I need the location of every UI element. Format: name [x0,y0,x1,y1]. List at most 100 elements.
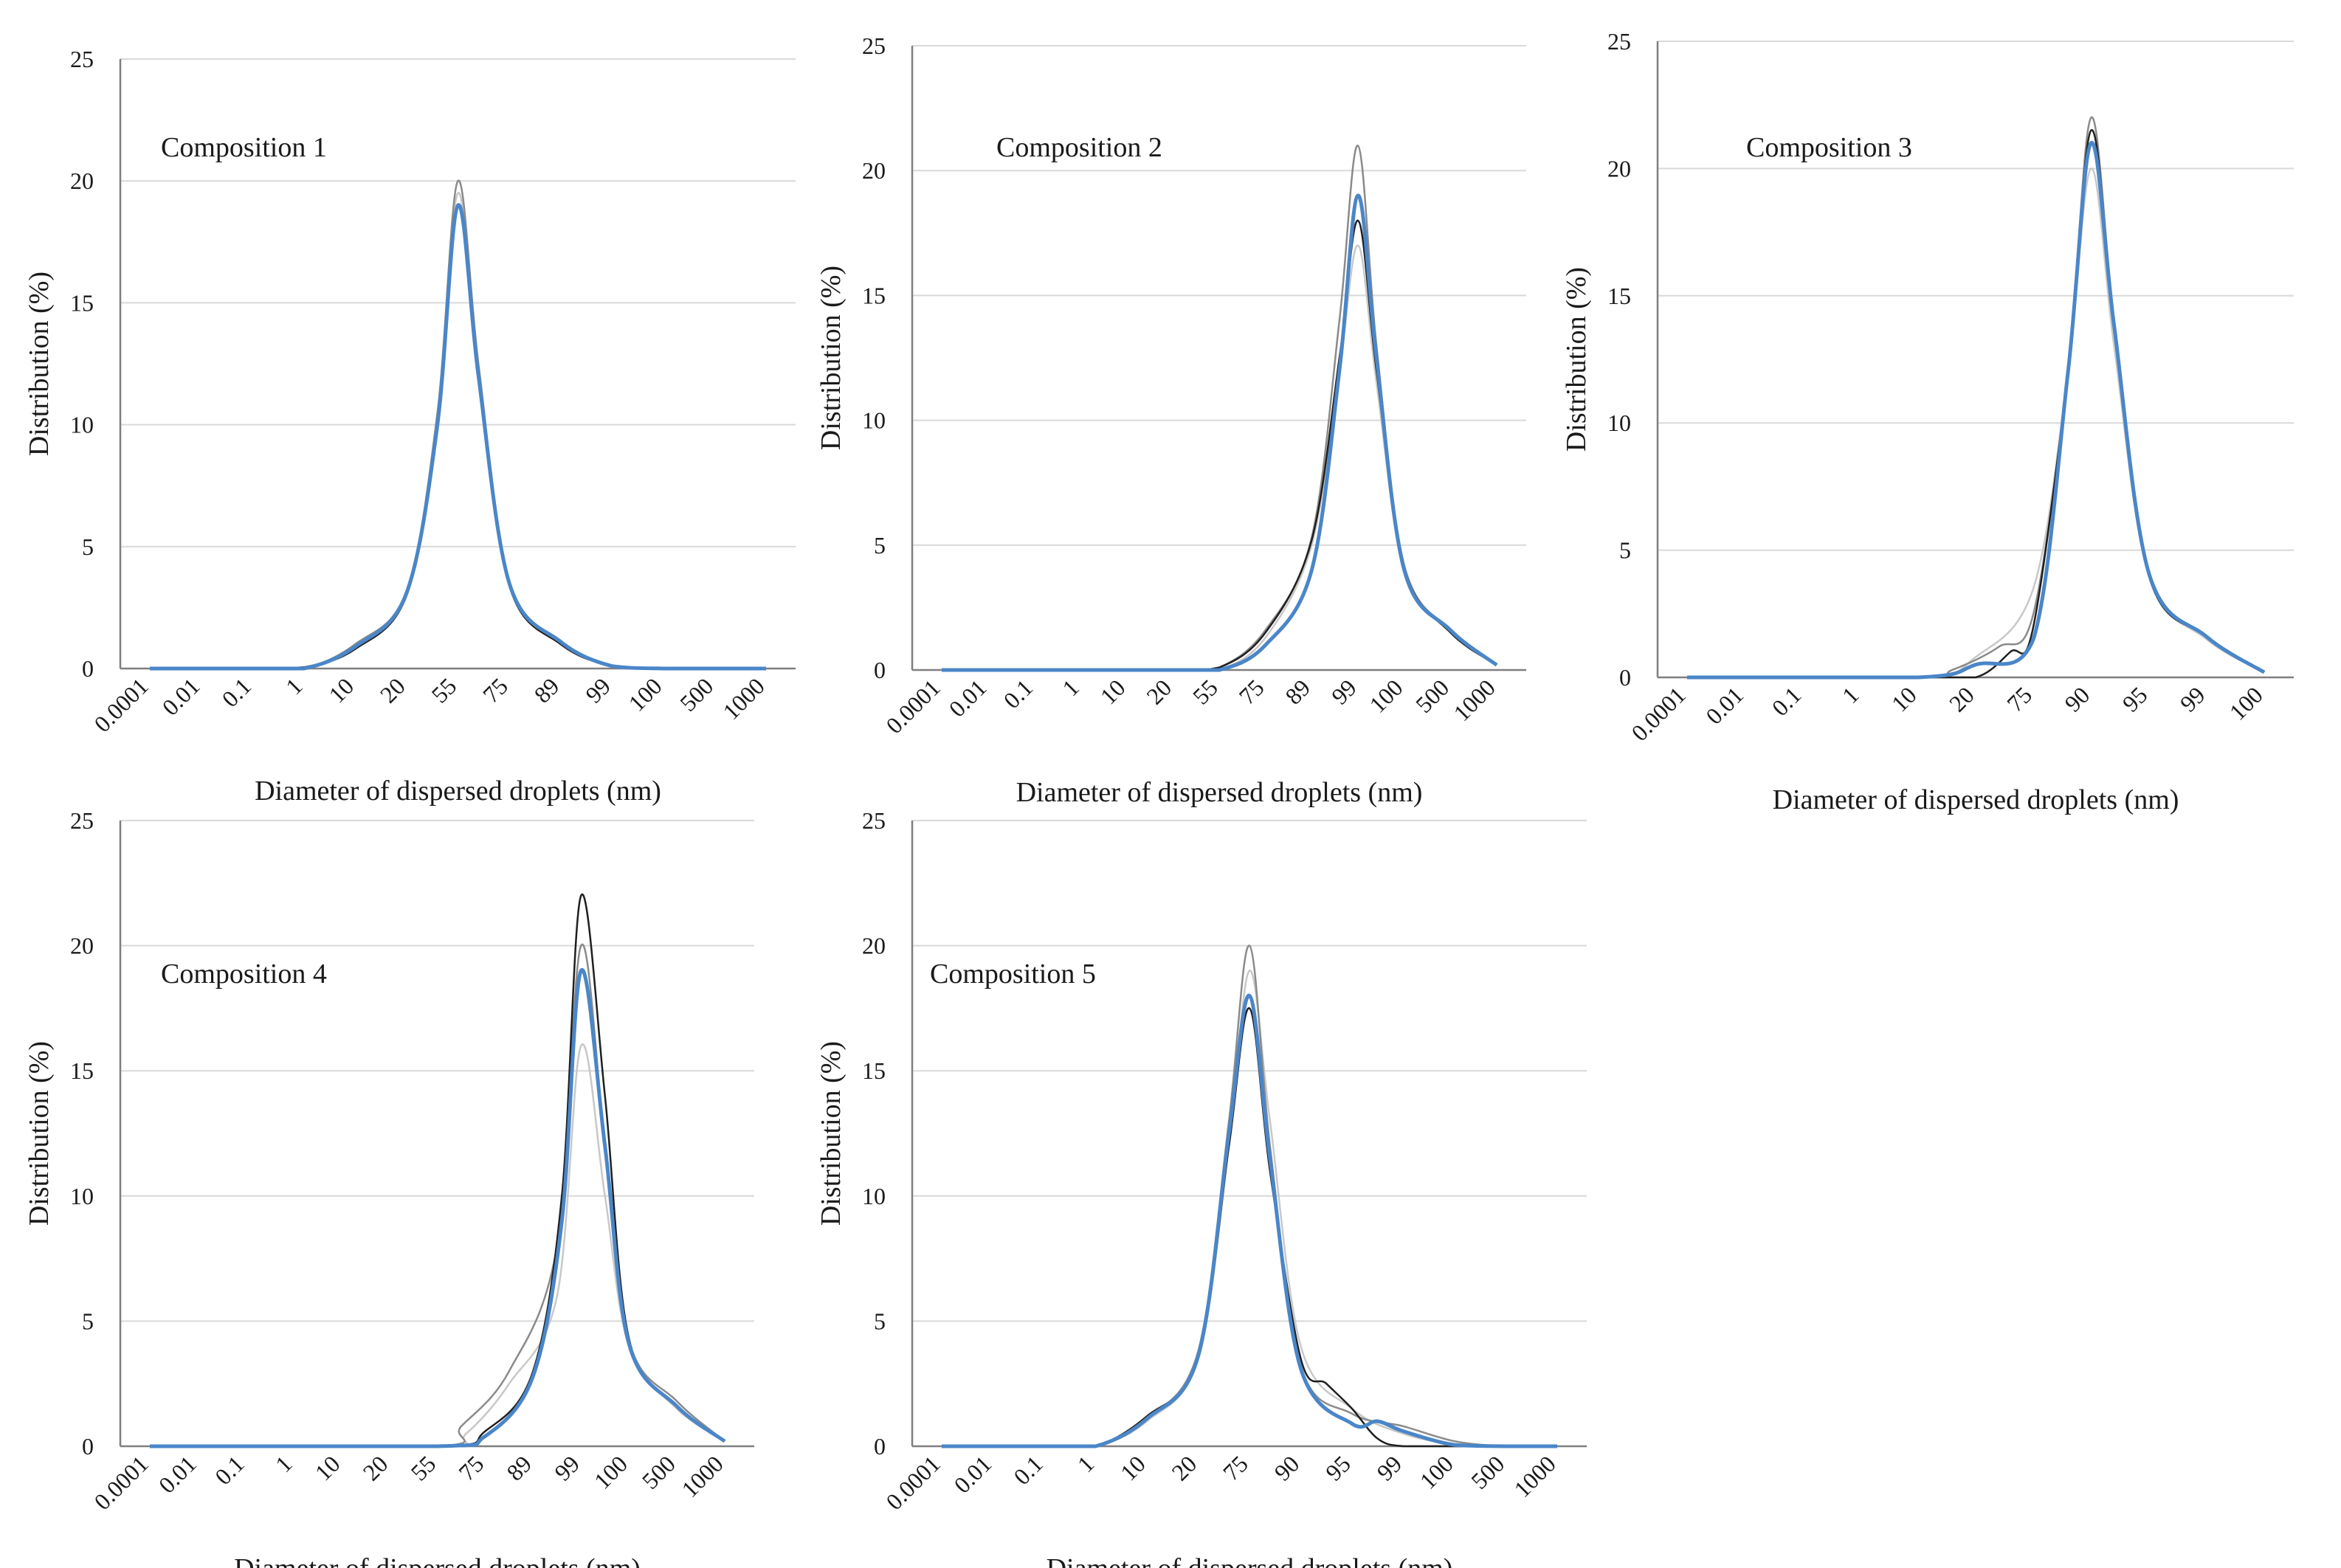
x-tick-label: 0.01 [944,674,992,722]
x-tick-label: 20 [1141,674,1176,709]
y-tick-label: 5 [82,533,94,560]
series-line-run-3 [942,1007,1557,1448]
x-tick-label: 75 [2002,681,2037,716]
x-tick-label: 20 [1166,1450,1201,1485]
y-tick-label: 15 [70,1057,94,1084]
x-tick-label: 100 [589,1450,632,1493]
y-tick-label: 10 [1607,410,1631,436]
y-tick-label: 0 [874,1433,886,1460]
y-axis-label: Distribution (%) [1561,267,1592,452]
series-line-mean [941,193,1498,672]
x-tick-label: 10 [323,672,359,708]
y-tick-label: 15 [862,1057,886,1084]
x-tick-label: 99 [2175,681,2210,716]
x-tick-label: 0.1 [216,672,256,712]
x-tick-label: 500 [1466,1450,1509,1493]
y-tick-label: 20 [862,157,886,184]
x-tick-label: 99 [549,1450,585,1485]
x-tick-label: 500 [675,672,718,716]
y-tick-label: 20 [862,933,886,959]
x-tick-label: 55 [405,1450,441,1485]
y-tick-label: 5 [1619,537,1631,564]
y-tick-label: 0 [874,657,886,683]
y-axis-label: Distribution (%) [24,1041,55,1226]
x-tick-label: 1 [1837,681,1864,708]
y-tick-label: 5 [82,1308,94,1334]
x-tick-label: 0.1 [1767,681,1807,721]
y-tick-label: 25 [1607,28,1631,55]
x-tick-label: 500 [1410,674,1454,717]
series-line-run-1 [941,244,1497,671]
x-tick-label: 0.1 [210,1450,249,1490]
y-axis-label: Distribution (%) [24,272,55,456]
x-tick-label: 0.01 [154,1450,201,1498]
x-tick-label: 500 [637,1450,680,1493]
series-line-run-3 [150,204,766,670]
x-tick-label: 0.01 [948,1450,996,1498]
x-tick-label: 1000 [717,672,770,725]
x-tick-label: 89 [529,672,565,708]
series-line-mean [942,993,1557,1448]
x-tick-label: 1000 [1509,1450,1561,1502]
panel-composition-5: 0 5 10 15 20 25 0.0001 0.01 0.1 1 10 20 75 90 95 99 100 5… [816,807,1587,1568]
x-tick-label: 1 [1057,674,1084,701]
y-tick-label: 10 [70,1183,94,1209]
panel-title: Composition 3 [1746,132,1912,163]
x-axis-label: Diameter of dispersed droplets (nm) [255,776,661,807]
x-tick-label: 10 [310,1450,345,1485]
x-axis-label: Diameter of dispersed droplets (nm) [234,1553,641,1568]
x-tick-label: 1 [280,672,308,700]
panel-title: Composition 4 [161,959,327,990]
x-tick-label: 89 [1280,674,1315,709]
y-tick-label: 25 [70,807,94,834]
y-tick-label: 25 [70,46,94,72]
y-tick-label: 25 [862,32,886,59]
x-tick-label: 0.0001 [880,1450,945,1515]
y-tick-label: 10 [862,407,886,434]
x-tick-label: 0.1 [1008,1450,1048,1490]
x-tick-label: 0.0001 [880,674,945,739]
x-tick-label: 0.01 [1700,681,1748,729]
x-tick-label: 20 [375,672,410,708]
x-tick-label: 20 [357,1450,393,1485]
y-tick-label: 15 [862,282,886,308]
x-tick-label: 75 [477,672,513,708]
panel-composition-4: 0 5 10 15 20 25 0.0001 0.01 0.1 1 10 20 55 75 89 99 100 5… [24,807,754,1568]
x-tick-label: 10 [1095,674,1131,709]
x-tick-label: 1 [1072,1450,1100,1477]
series-line-mean [150,203,766,671]
series-line-run-3 [1687,129,2265,679]
y-tick-label: 10 [862,1183,886,1209]
y-tick-label: 0 [1619,664,1631,691]
series-line-run-1 [150,192,766,670]
panel-composition-3: 0 5 10 15 20 25 0.0001 0.01 0.1 1 10 20 75 90 95 99 100 C… [1561,28,2294,815]
x-tick-label: 10 [1886,681,1922,716]
x-tick-label: 0.0001 [89,672,154,737]
series-line-mean [150,967,726,1448]
x-tick-label: 10 [1115,1450,1151,1485]
x-tick-label: 99 [580,672,616,708]
x-tick-label: 100 [1415,1450,1458,1493]
panel-title: Composition 1 [161,132,327,163]
x-tick-label: 55 [1187,674,1223,709]
series-line-run-1 [150,1043,725,1448]
x-tick-label: 90 [2059,681,2095,716]
x-tick-label: 0.0001 [1626,681,1691,746]
x-tick-label: 95 [2117,681,2152,716]
x-tick-label: 75 [453,1450,489,1485]
x-tick-label: 95 [1320,1450,1356,1485]
y-axis-label: Distribution (%) [816,266,847,450]
x-tick-label: 0.01 [156,672,204,720]
y-tick-label: 15 [1607,283,1631,309]
series-line-run-3 [941,219,1497,671]
x-axis-label: Diameter of dispersed droplets (nm) [1047,1553,1453,1568]
y-tick-label: 0 [82,655,94,682]
x-tick-label: 0.0001 [89,1450,154,1515]
x-axis-label: Diameter of dispersed droplets (nm) [1773,784,2179,815]
y-axis-label: Distribution (%) [816,1041,847,1226]
y-tick-label: 5 [874,532,886,559]
x-tick-label: 99 [1371,1450,1407,1485]
series-line-mean [1687,141,2266,680]
x-tick-label: 1000 [676,1450,728,1502]
